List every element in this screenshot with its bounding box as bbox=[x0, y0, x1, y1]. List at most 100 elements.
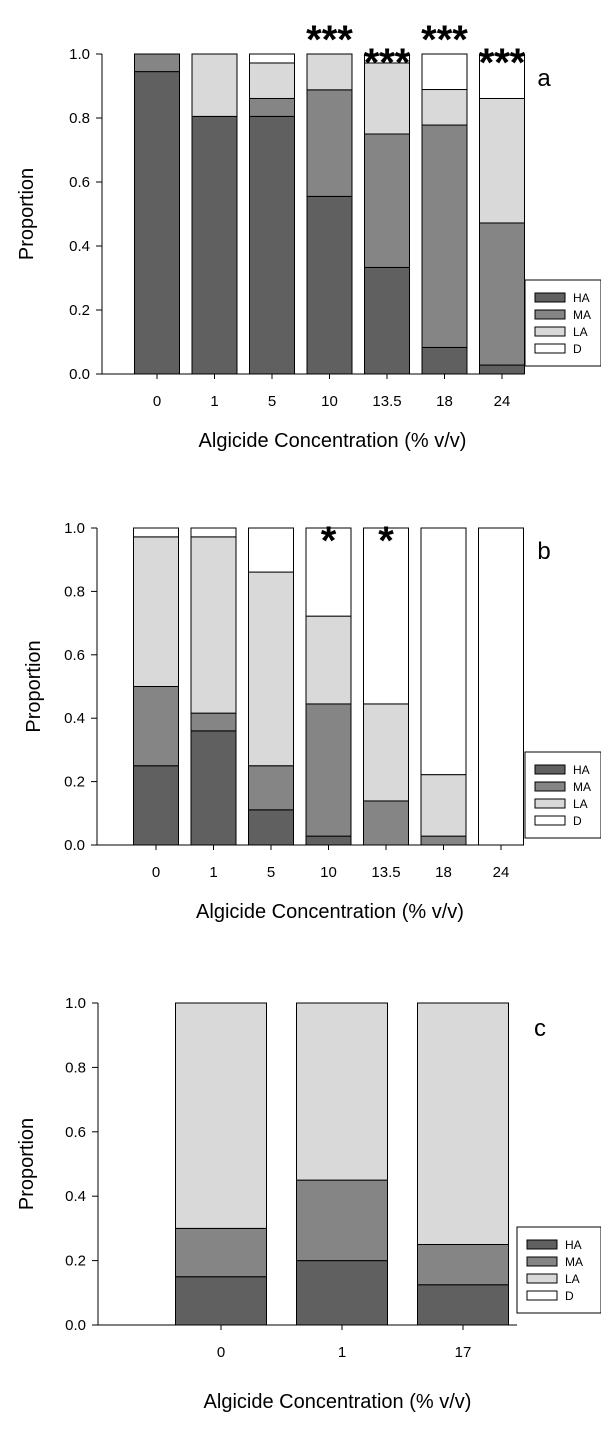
bar-segment-ma bbox=[306, 89, 353, 197]
legend-label: MA bbox=[573, 308, 591, 322]
bar-segment-ma bbox=[363, 800, 409, 846]
bar-segment-d bbox=[364, 53, 410, 64]
bar-segment-ma bbox=[364, 133, 410, 268]
bar-segment-ma bbox=[479, 222, 525, 366]
bar-segment-ha bbox=[296, 1260, 388, 1326]
y-tick-label: 0.4 bbox=[69, 238, 90, 255]
legend-label: MA bbox=[565, 1255, 583, 1269]
bar-segment-ma bbox=[249, 97, 295, 117]
bar-segment-ha bbox=[248, 809, 294, 846]
bar-segment-la bbox=[191, 53, 238, 117]
bar-segment-ha bbox=[133, 765, 179, 846]
bar-segment-d bbox=[363, 527, 409, 705]
bar-segment-ha bbox=[306, 195, 353, 375]
bar-segment-d bbox=[421, 53, 468, 91]
legend-swatch-d bbox=[534, 815, 566, 826]
bar-segment-ma bbox=[248, 765, 294, 811]
bar-segment-d bbox=[190, 527, 237, 538]
y-tick-label: 0.4 bbox=[64, 710, 85, 727]
bar-segment-la bbox=[175, 1002, 267, 1229]
significance-marker: *** bbox=[479, 41, 526, 85]
bar-segment-ma bbox=[417, 1244, 509, 1286]
bar-segment-ha bbox=[175, 1276, 267, 1326]
x-tick-label: 18 bbox=[435, 864, 452, 881]
x-tick-label: 0 bbox=[153, 393, 161, 410]
y-tick-label: 0.0 bbox=[65, 1317, 86, 1334]
legend-swatch-ma bbox=[526, 1256, 558, 1267]
bar-segment-ma bbox=[175, 1227, 267, 1278]
x-tick-label: 10 bbox=[320, 864, 337, 881]
bar-segment-ha bbox=[190, 730, 237, 846]
y-tick-label: 0.4 bbox=[65, 1188, 86, 1205]
significance-marker: * bbox=[321, 519, 337, 563]
bar-segment-la bbox=[248, 571, 294, 767]
panel-c: 0.0 0.2 0.4 0.6 0.8 1.0 Proportion 0 1 17 Algicide… bbox=[16, 995, 601, 1413]
significance-marker: *** bbox=[364, 41, 411, 85]
bar-segment-ha bbox=[479, 364, 525, 375]
bar-segment-ma bbox=[133, 686, 179, 767]
y-tick-label: 0.8 bbox=[69, 110, 90, 127]
bar-segment-la bbox=[363, 703, 409, 802]
bar-segment-ha bbox=[364, 266, 410, 375]
legend-label: D bbox=[565, 1289, 574, 1303]
y-tick-label: 0.6 bbox=[69, 174, 90, 191]
x-axis-label: Algicide Concentration (% v/v) bbox=[196, 901, 464, 923]
legend-swatch-ha bbox=[534, 764, 566, 775]
bar-segment-d bbox=[133, 527, 179, 538]
y-tick-label: 1.0 bbox=[65, 995, 86, 1012]
bar-segment-d bbox=[479, 53, 525, 99]
legend-label: LA bbox=[565, 1272, 580, 1286]
y-tick-label: 0.2 bbox=[69, 302, 90, 319]
y-tick-label: 0.2 bbox=[65, 1253, 86, 1270]
bar-segment-ma bbox=[134, 53, 180, 73]
y-tick-label: 1.0 bbox=[69, 46, 90, 63]
x-tick-label: 13.5 bbox=[372, 393, 401, 410]
x-tick-label: 1 bbox=[209, 864, 217, 881]
panel-letter: b bbox=[537, 538, 550, 565]
significance-marker: *** bbox=[306, 18, 353, 62]
legend-swatch-la bbox=[534, 326, 566, 337]
bar-segment-d bbox=[248, 527, 294, 573]
bar-segment-d bbox=[249, 53, 295, 64]
x-axis-label: Algicide Concentration (% v/v) bbox=[199, 430, 467, 452]
panel-letter: c bbox=[534, 1015, 546, 1042]
panel-b: 0.0 0.2 0.4 0.6 0.8 1.0 Proportion 0 1 5 10 * 13.5 * 1… bbox=[23, 519, 601, 923]
legend-label: LA bbox=[573, 797, 588, 811]
legend-label: LA bbox=[573, 325, 588, 339]
legend-swatch-d bbox=[534, 343, 566, 354]
bar-segment-la bbox=[305, 615, 352, 705]
bar-segment-la bbox=[417, 1002, 509, 1245]
bar-segment-ma bbox=[420, 835, 467, 846]
legend-label: HA bbox=[565, 1238, 582, 1252]
x-tick-label: 13.5 bbox=[371, 864, 400, 881]
panel-a: 0.0 0.2 0.4 0.6 0.8 1.0 Proportion 0 1 5 10 *** 13.5… bbox=[16, 18, 601, 452]
bar-segment-la bbox=[306, 53, 353, 91]
legend-swatch-d bbox=[526, 1290, 558, 1301]
bar-segment-la bbox=[190, 536, 237, 714]
y-tick-label: 0.2 bbox=[64, 774, 85, 791]
y-axis-label: Proportion bbox=[16, 1118, 38, 1210]
x-tick-label: 24 bbox=[494, 393, 511, 410]
legend-label: D bbox=[573, 814, 582, 828]
significance-marker: *** bbox=[421, 18, 468, 62]
bar-segment-la bbox=[133, 536, 179, 687]
bar-segment-la bbox=[479, 97, 525, 224]
legend: HA MA LA D bbox=[524, 751, 601, 839]
legend-swatch-la bbox=[526, 1273, 558, 1284]
legend-label: D bbox=[573, 342, 582, 356]
legend-swatch-la bbox=[534, 798, 566, 809]
panel-letter: a bbox=[537, 65, 551, 92]
y-axis-label: Proportion bbox=[16, 168, 38, 260]
x-tick-label: 0 bbox=[217, 1344, 225, 1361]
legend-label: MA bbox=[573, 780, 591, 794]
bar-segment-ha bbox=[249, 115, 295, 375]
x-tick-label: 10 bbox=[321, 393, 338, 410]
bar-segment-ha bbox=[134, 71, 180, 375]
x-tick-label: 1 bbox=[210, 393, 218, 410]
legend: HA MA LA D bbox=[516, 1226, 601, 1314]
bar-segment-ma bbox=[296, 1179, 388, 1262]
y-tick-label: 0.0 bbox=[64, 837, 85, 854]
bar-segment-la bbox=[249, 62, 295, 99]
y-tick-label: 0.6 bbox=[65, 1124, 86, 1141]
